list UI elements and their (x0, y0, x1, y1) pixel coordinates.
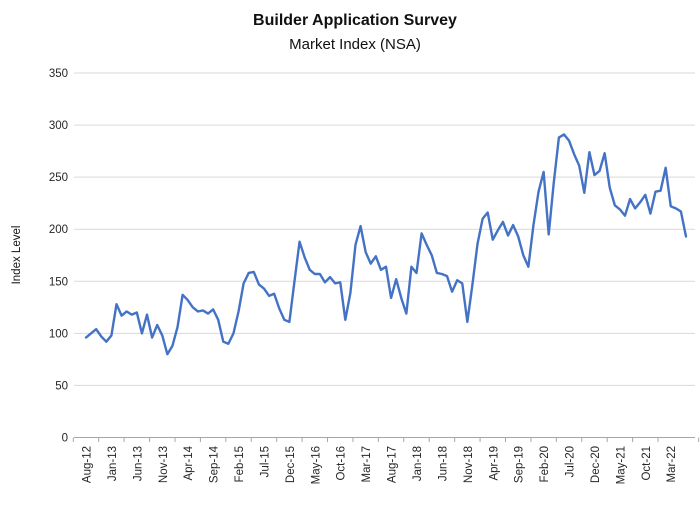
chart-title: Builder Application Survey (253, 12, 457, 29)
x-tick-label: Dec-15 (285, 446, 297, 483)
x-tick-label: Jul-20 (565, 446, 577, 477)
chart-subtitle: Market Index (NSA) (289, 36, 421, 53)
y-tick-label: 0 (62, 433, 68, 445)
x-tick-label: Feb-20 (539, 446, 551, 482)
x-tick-label: May-16 (310, 446, 322, 484)
y-tick-label: 300 (49, 120, 68, 132)
y-tick-label: 200 (49, 224, 68, 236)
x-tick-label: Mar-22 (666, 446, 678, 482)
x-tick-label: Apr-14 (183, 445, 195, 480)
x-tick-label: Jun-13 (132, 446, 144, 481)
x-tick-label: Oct-16 (336, 446, 348, 481)
x-tick-label: May-21 (615, 446, 627, 484)
x-tick-label: Oct-21 (641, 446, 653, 481)
y-tick-label: 50 (55, 380, 68, 392)
x-tick-label: Feb-15 (234, 446, 246, 482)
data-line (84, 133, 688, 356)
x-tick-label: Aug-17 (387, 446, 399, 483)
x-tick-label: Nov-13 (158, 446, 170, 483)
y-tick-label: 150 (49, 276, 68, 288)
x-tick-label: Mar-17 (361, 446, 373, 482)
x-tick-label: Jul-15 (259, 446, 271, 477)
x-tick-label: Sep-19 (514, 446, 526, 483)
y-tick-label: 250 (49, 172, 68, 184)
x-tick-label: Nov-18 (463, 446, 475, 483)
y-tick-label: 350 (49, 68, 68, 80)
x-tick-label: Jan-18 (412, 446, 424, 481)
y-tick-label: 100 (49, 328, 68, 340)
x-tick-label: Sep-14 (209, 445, 221, 483)
x-tick-label: Jan-13 (107, 446, 119, 481)
x-tick-label: Apr-19 (488, 446, 500, 481)
x-tick-label: Aug-12 (82, 446, 94, 483)
y-axis-title: Index Level (11, 226, 23, 285)
x-tick-label: Jun-18 (437, 446, 449, 481)
x-tick-label: Dec-20 (590, 446, 602, 483)
